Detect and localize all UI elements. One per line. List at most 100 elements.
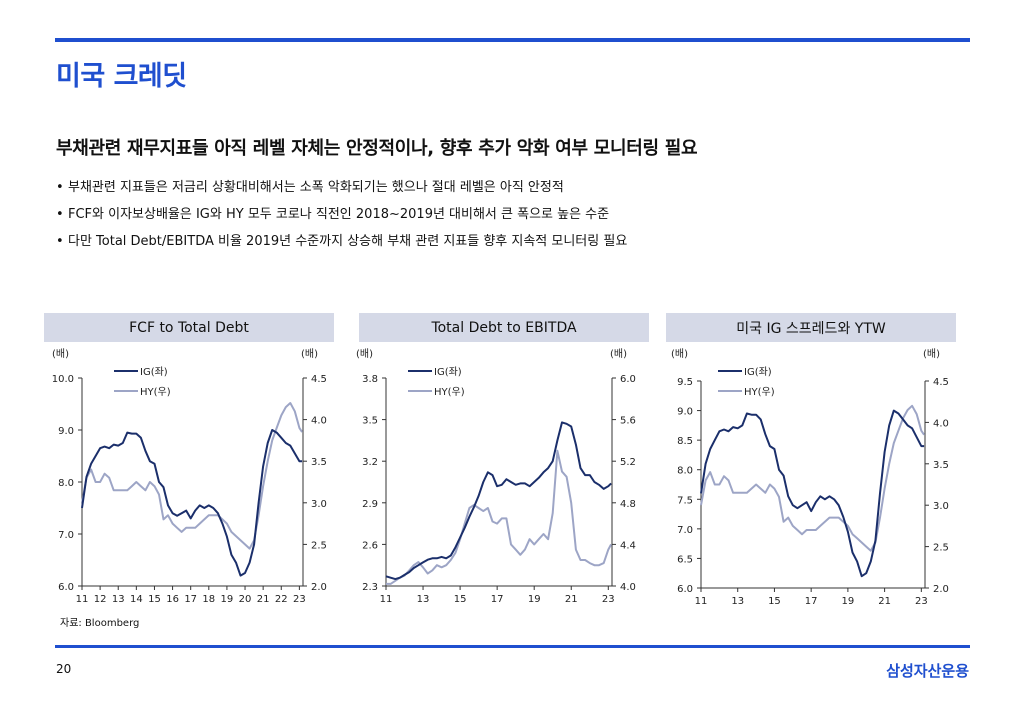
x-tick-label: 11 xyxy=(380,594,393,605)
ig-series-line xyxy=(81,429,303,577)
right-tick-label: 3.0 xyxy=(311,499,327,510)
left-tick-label: 2.3 xyxy=(362,582,378,593)
left-tick-label: 8.0 xyxy=(58,478,74,489)
right-tick-label: 4.4 xyxy=(620,540,636,551)
x-tick-label: 11 xyxy=(76,594,89,605)
left-tick-label: 3.5 xyxy=(362,416,378,427)
left-axis-unit: (배) xyxy=(671,348,688,360)
bullet-text: FCF와 이자보상배율은 IG와 HY 모두 코로나 직전인 2018~2019… xyxy=(68,207,610,222)
left-axis-unit: (배) xyxy=(356,348,373,360)
x-tick-label: 23 xyxy=(915,596,928,607)
bullet-text: 부채관련 지표들은 저금리 상황대비해서는 소폭 악화되기는 했으나 절대 레벨… xyxy=(68,180,564,195)
legend-hy-label: HY(우) xyxy=(434,386,465,398)
bullet-item: • FCF와 이자보상배율은 IG와 HY 모두 코로나 직전인 2018~201… xyxy=(56,201,627,228)
right-tick-label: 5.2 xyxy=(620,457,636,468)
left-tick-label: 9.0 xyxy=(677,407,693,418)
x-tick-label: 17 xyxy=(184,594,197,605)
bullet-list: • 부채관련 지표들은 저금리 상황대비해서는 소폭 악화되기는 했으나 절대 레… xyxy=(56,174,627,255)
chart-title-total-debt-to-ebitda: Total Debt to EBITDA xyxy=(359,313,649,342)
right-tick-label: 4.8 xyxy=(620,499,636,510)
left-tick-label: 7.0 xyxy=(58,530,74,541)
right-axis-unit: (배) xyxy=(923,348,940,360)
x-tick-label: 21 xyxy=(257,594,270,605)
hy-series-line xyxy=(700,404,925,552)
right-tick-label: 4.5 xyxy=(311,374,327,385)
right-tick-label: 4.5 xyxy=(933,377,949,388)
x-tick-label: 14 xyxy=(130,594,143,605)
left-tick-label: 7.5 xyxy=(677,495,693,506)
source-note: 자료: Bloomberg xyxy=(60,618,140,629)
bullet-item: • 다만 Total Debt/EBITDA 비율 2019년 수준까지 상승해 … xyxy=(56,228,627,255)
legend-hy-label: HY(우) xyxy=(744,386,775,398)
x-tick-label: 12 xyxy=(94,594,107,605)
right-tick-label: 2.5 xyxy=(933,543,949,554)
legend-ig-label: IG(좌) xyxy=(434,366,462,378)
hy-series-line xyxy=(386,449,612,585)
left-tick-label: 6.5 xyxy=(677,554,693,565)
left-tick-label: 9.5 xyxy=(677,377,693,388)
chart-title-fcf-to-total-debt: FCF to Total Debt xyxy=(44,313,334,342)
right-tick-label: 3.5 xyxy=(933,460,949,471)
right-tick-label: 4.0 xyxy=(620,582,636,593)
x-tick-label: 13 xyxy=(112,594,125,605)
x-tick-label: 16 xyxy=(166,594,179,605)
chart-total-debt-to-ebitda: (배) (배) 2.3 2.6 2.9 3.2 3.5 3.8 4.0 4.4 4.8 5.2 5.6 6… xyxy=(356,348,636,605)
right-tick-label: 2.0 xyxy=(311,582,327,593)
hy-series-line xyxy=(81,402,303,550)
left-axis-unit: (배) xyxy=(52,348,69,360)
left-tick-label: 8.0 xyxy=(677,466,693,477)
right-tick-label: 4.0 xyxy=(311,416,327,427)
ig-series-line xyxy=(700,409,925,578)
x-tick-label: 15 xyxy=(768,596,781,607)
x-tick-label: 23 xyxy=(602,594,615,605)
ig-series-line xyxy=(385,421,612,581)
x-tick-label: 13 xyxy=(417,594,430,605)
legend-hy-label: HY(우) xyxy=(140,386,171,398)
x-tick-label: 20 xyxy=(239,594,252,605)
left-tick-label: 8.5 xyxy=(677,436,693,447)
chart-fcf-to-total-debt: (배) (배) 6.0 7.0 8.0 9.0 10.0 2.0 2.5 3.0 3.5 4.0 4.5… xyxy=(52,348,327,605)
left-tick-label: 3.2 xyxy=(362,457,378,468)
x-tick-label: 18 xyxy=(202,594,215,605)
x-tick-label: 17 xyxy=(805,596,818,607)
right-tick-label: 2.5 xyxy=(311,540,327,551)
x-tick-label: 19 xyxy=(221,594,234,605)
left-tick-label: 3.8 xyxy=(362,374,378,385)
x-tick-label: 21 xyxy=(878,596,891,607)
right-tick-label: 5.6 xyxy=(620,416,636,427)
x-tick-label: 15 xyxy=(148,594,161,605)
headline: 부채관련 재무지표들 아직 레벨 자체는 안정적이나, 향후 추가 악화 여부 … xyxy=(56,138,698,159)
chart-ig-spread-ytw: (배) (배) 6.0 6.5 7.0 7.5 8.0 8.5 9.0 9.5 2.0 2.5 3.0 3… xyxy=(671,348,949,607)
right-tick-label: 6.0 xyxy=(620,374,636,385)
bullet-dot: • xyxy=(56,207,64,222)
right-tick-label: 3.5 xyxy=(311,457,327,468)
x-tick-label: 13 xyxy=(731,596,744,607)
bullet-item: • 부채관련 지표들은 저금리 상황대비해서는 소폭 악화되기는 했으나 절대 레… xyxy=(56,174,627,201)
right-axis-unit: (배) xyxy=(610,348,627,360)
chart-title-ig-spread-ytw: 미국 IG 스프레드와 YTW xyxy=(666,313,956,342)
x-tick-label: 19 xyxy=(842,596,855,607)
left-tick-label: 7.0 xyxy=(677,525,693,536)
brand-logo-text: 삼성자산운용 xyxy=(886,662,969,680)
x-tick-label: 17 xyxy=(491,594,504,605)
right-tick-label: 4.0 xyxy=(933,418,949,429)
left-tick-label: 6.0 xyxy=(58,582,74,593)
right-tick-label: 3.0 xyxy=(933,501,949,512)
top-accent-rule xyxy=(55,38,970,42)
left-tick-label: 2.6 xyxy=(362,540,378,551)
bullet-dot: • xyxy=(56,234,64,249)
x-tick-label: 15 xyxy=(454,594,467,605)
left-tick-label: 10.0 xyxy=(52,374,74,385)
x-tick-label: 21 xyxy=(565,594,578,605)
left-tick-label: 6.0 xyxy=(677,584,693,595)
left-tick-label: 9.0 xyxy=(58,426,74,437)
bullet-text: 다만 Total Debt/EBITDA 비율 2019년 수준까지 상승해 부… xyxy=(68,234,628,249)
legend-ig-label: IG(좌) xyxy=(744,366,772,378)
right-tick-label: 2.0 xyxy=(933,584,949,595)
page-title: 미국 크레딧 xyxy=(56,61,187,92)
x-tick-label: 23 xyxy=(293,594,306,605)
left-tick-label: 2.9 xyxy=(362,499,378,510)
page-number: 20 xyxy=(56,662,72,676)
x-tick-label: 11 xyxy=(695,596,708,607)
bottom-accent-rule xyxy=(55,645,970,648)
